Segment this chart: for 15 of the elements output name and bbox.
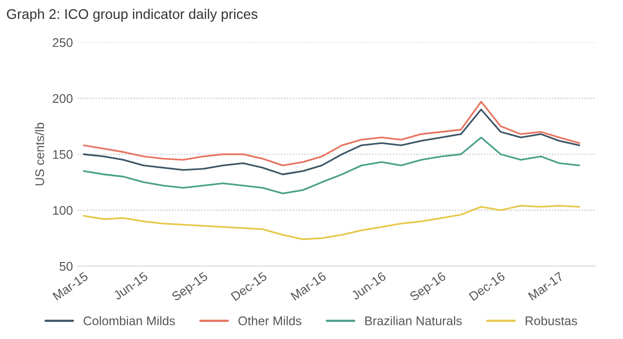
y-tick-label: 100 <box>53 206 73 215</box>
chart-title: Graph 2: ICO group indicator daily prices <box>6 8 258 22</box>
line-series <box>82 136 580 194</box>
legend-label: Other Milds <box>238 316 302 326</box>
legend-label: Colombian Milds <box>84 316 175 326</box>
y-tick-label: 200 <box>52 94 73 103</box>
line-series <box>82 108 580 176</box>
y-tick-label: 250 <box>52 38 73 48</box>
y-axis-title: US cents/lb <box>34 122 44 186</box>
line-series <box>82 204 580 240</box>
y-tick-label: 150 <box>53 150 73 159</box>
line-series <box>82 100 580 166</box>
legend-label: Brazilian Naturals <box>365 316 462 326</box>
legend-label: Robustas <box>526 316 578 326</box>
y-tick-label: 50 <box>60 262 73 271</box>
